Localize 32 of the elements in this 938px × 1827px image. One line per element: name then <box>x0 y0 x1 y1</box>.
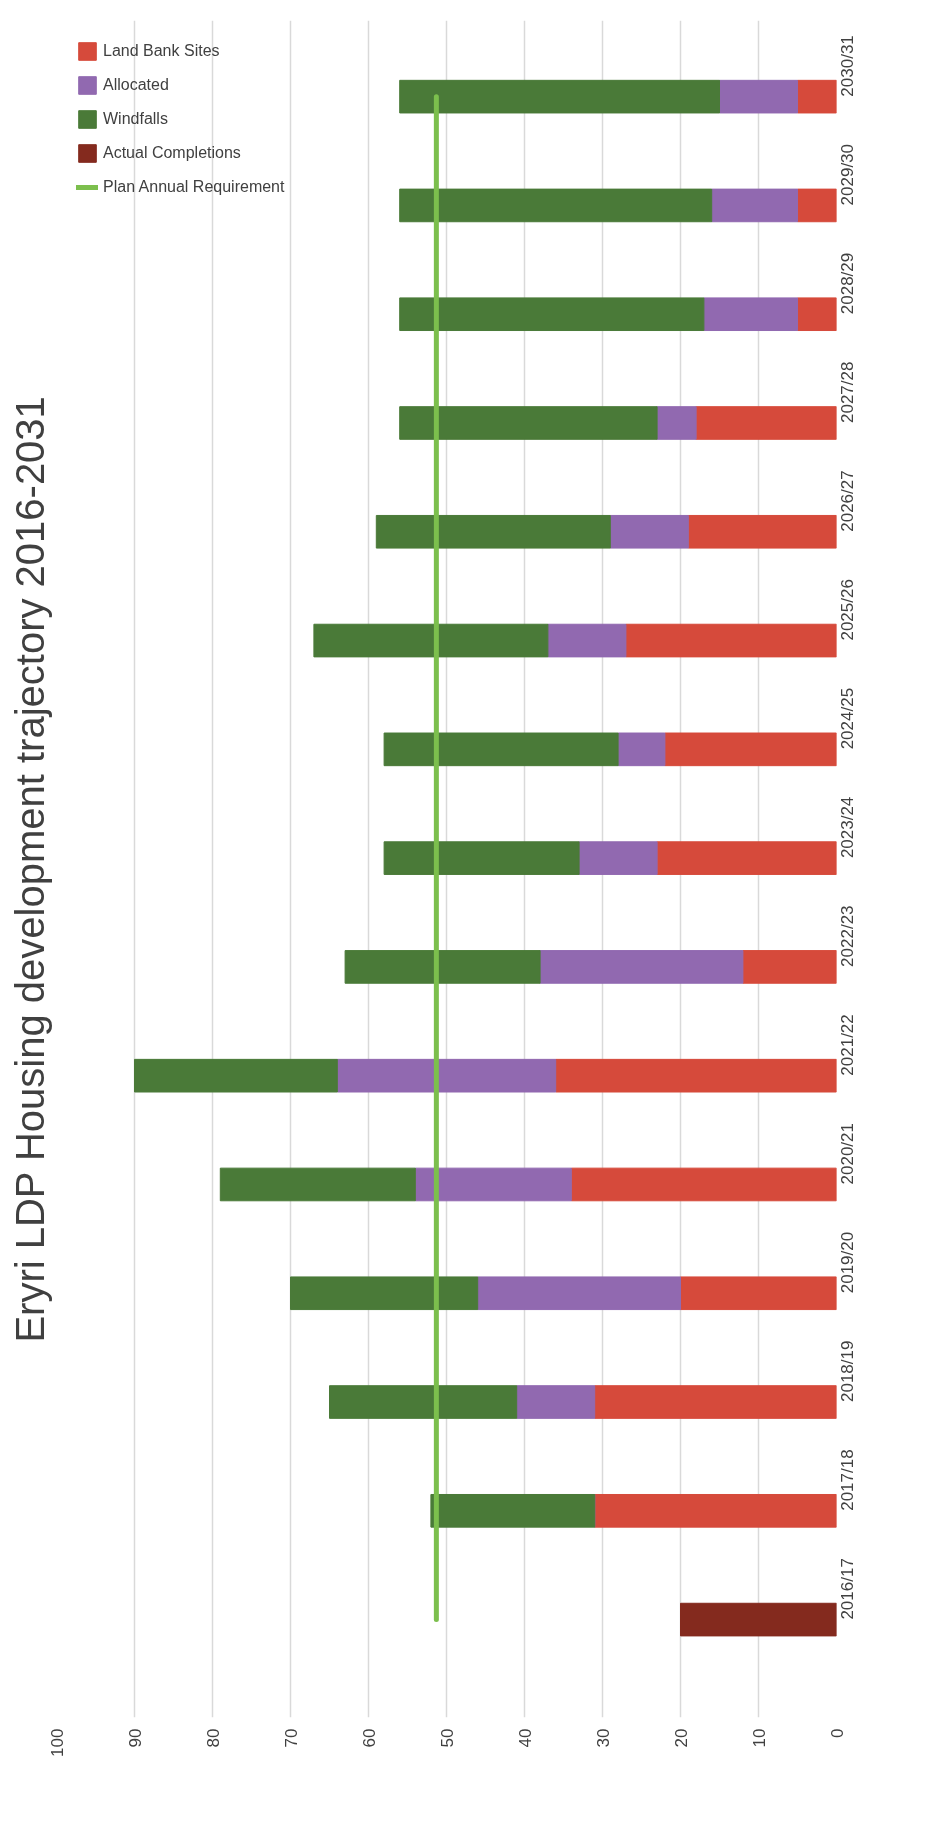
text: Eryri LDP Housing development trajectory 2016-2031 <box>7 396 52 1343</box>
y-tick-label: 2027/28 <box>838 361 857 423</box>
x-tick-label: 50 <box>437 1728 457 1748</box>
x-tick-label: 10 <box>749 1728 769 1748</box>
x-tick-label: 80 <box>203 1728 223 1748</box>
legend-label: Land Bank Sites <box>103 42 220 60</box>
y-tick-label: 2026/27 <box>838 470 857 532</box>
x-tick-label: 40 <box>515 1728 535 1748</box>
legend-label: Plan Annual Requirement <box>103 178 285 196</box>
y-tick-label: 2022/23 <box>838 905 857 967</box>
x-tick-label: 30 <box>593 1728 613 1748</box>
x-tick-label: 60 <box>359 1728 379 1748</box>
y-tick-label: 2021/22 <box>838 1014 857 1076</box>
x-tick-label: 90 <box>125 1728 145 1748</box>
y-tick-label: 2025/26 <box>838 579 857 641</box>
y-tick-label: 2024/25 <box>838 687 857 750</box>
y-tick-label: 2019/20 <box>838 1231 857 1294</box>
y-tick-label: 2020/21 <box>838 1123 857 1185</box>
y-tick-label: 2017/18 <box>838 1449 857 1511</box>
x-tick-label: 20 <box>671 1728 691 1748</box>
y-tick-label: 2023/24 <box>838 796 857 859</box>
x-tick-label: 0 <box>827 1728 847 1738</box>
legend-label: Actual Completions <box>103 144 241 162</box>
y-tick-label: 2018/19 <box>838 1340 857 1403</box>
x-tick-label: 100 <box>47 1728 67 1757</box>
y-tick-label: 2016/17 <box>838 1558 857 1620</box>
y-tick-label: 2030/31 <box>838 35 857 97</box>
legend-label: Windfalls <box>103 110 168 128</box>
x-tick-label: 70 <box>281 1728 301 1748</box>
y-tick-label: 2028/29 <box>838 252 857 315</box>
legend-label: Allocated <box>103 76 169 94</box>
y-tick-label: 2029/30 <box>838 143 857 206</box>
